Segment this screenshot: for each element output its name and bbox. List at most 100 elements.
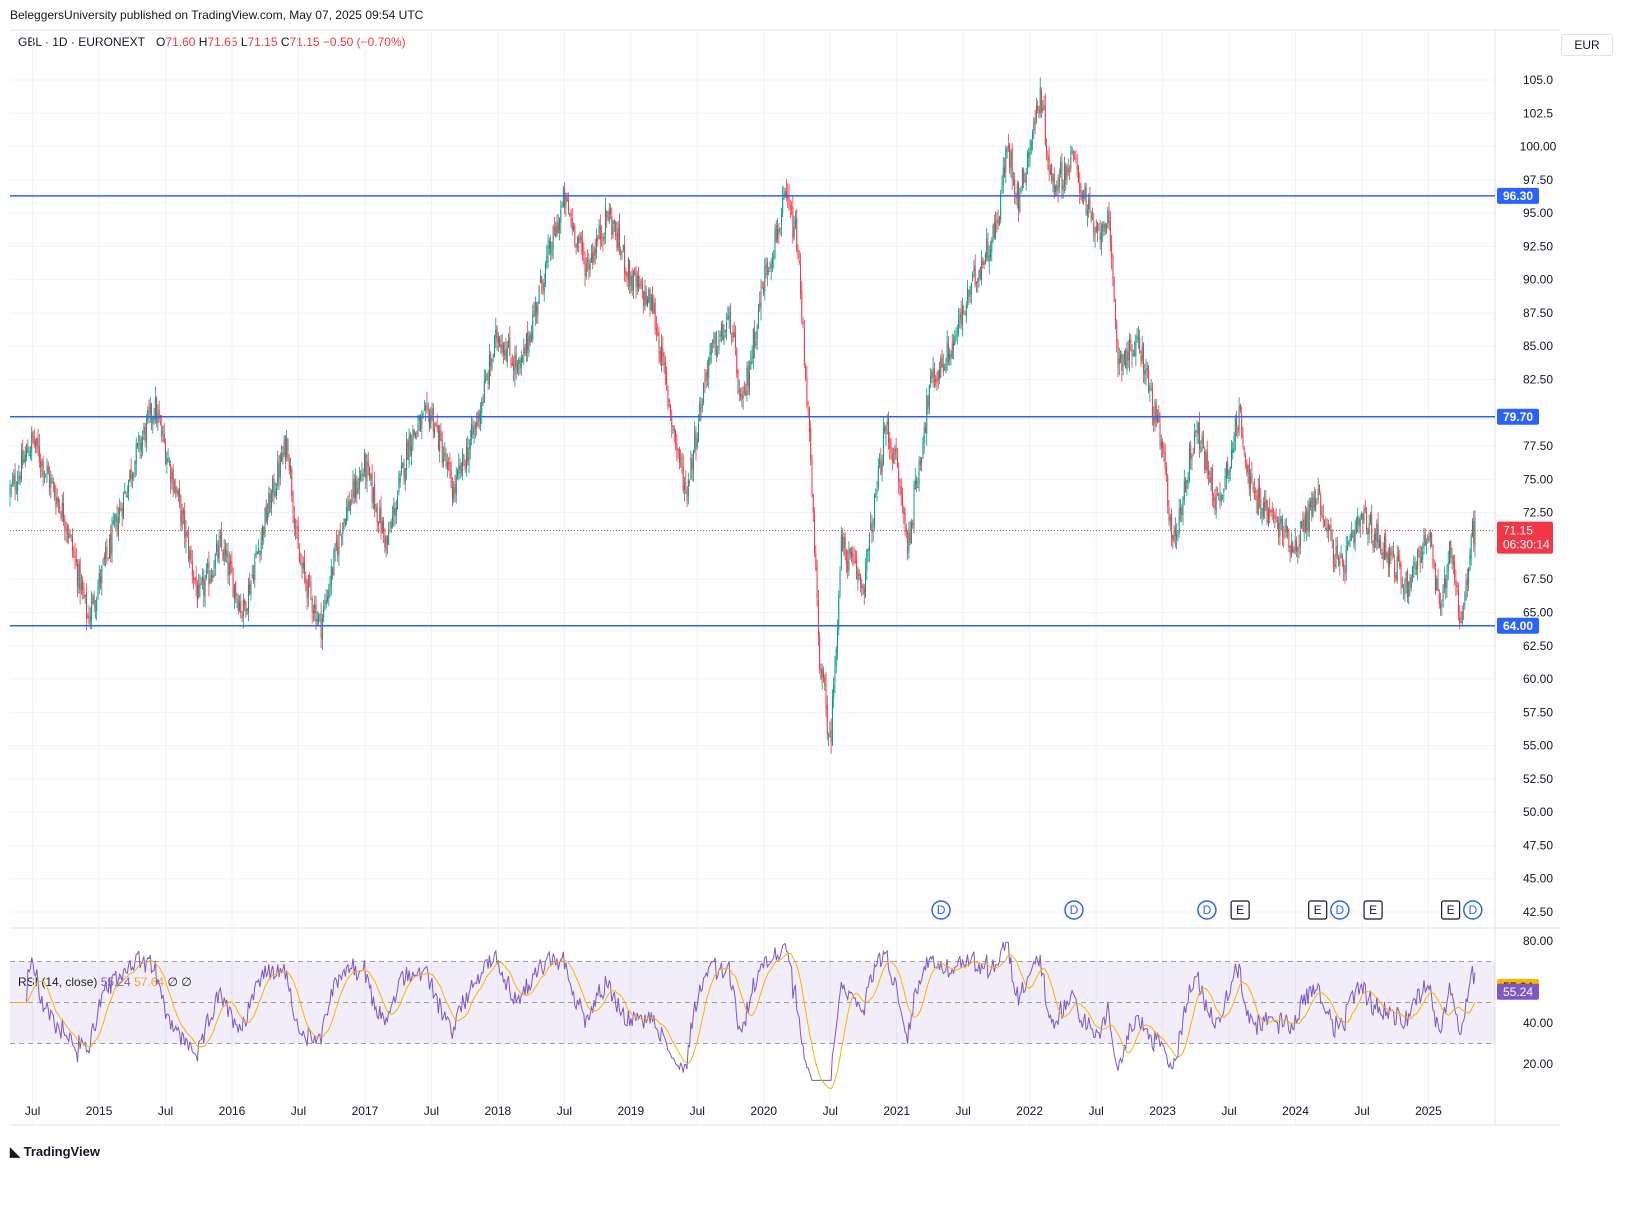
candle-body <box>222 550 224 560</box>
candle-body <box>1461 611 1463 624</box>
candle-body <box>40 461 42 468</box>
y-tick-label: 102.5 <box>1523 106 1553 120</box>
candle-body <box>23 458 25 463</box>
candle-body <box>250 580 252 594</box>
candle-body <box>1214 497 1216 509</box>
candle-body <box>1427 536 1429 541</box>
candle-body <box>388 529 390 545</box>
candle-body <box>1312 493 1314 518</box>
candle-body <box>139 439 141 451</box>
candle-body <box>1037 106 1039 111</box>
x-tick-label: Jul <box>25 1104 40 1118</box>
candle-body <box>221 532 223 547</box>
candle-body <box>305 576 307 584</box>
candle-body <box>420 415 422 432</box>
candle-body <box>84 594 86 597</box>
candle-body <box>402 462 404 468</box>
candle-body <box>574 225 576 244</box>
candle-body <box>190 550 192 560</box>
candle-body <box>515 353 517 369</box>
candle-body <box>1028 151 1030 158</box>
candle-body <box>54 485 56 497</box>
candle-body <box>1114 304 1116 322</box>
candle-body <box>903 507 905 516</box>
level-label-79.70: 79.70 <box>1503 410 1533 424</box>
candle-body <box>1278 522 1280 538</box>
candle-body <box>1227 461 1229 477</box>
candle-body <box>1469 555 1471 571</box>
candle-body <box>488 355 490 385</box>
candle-body <box>759 302 761 307</box>
candle-body <box>522 357 524 362</box>
candle-body <box>1348 542 1350 545</box>
y-tick-label: 72.50 <box>1523 506 1553 520</box>
candle-body <box>414 432 416 437</box>
candle-body <box>905 528 907 533</box>
candle-body <box>249 583 251 595</box>
candle-body <box>1181 507 1183 516</box>
candle-body <box>436 425 438 429</box>
candle-body <box>922 443 924 459</box>
candle-body <box>462 452 464 472</box>
currency-button[interactable]: EUR <box>1561 34 1613 56</box>
candle-body <box>1234 419 1236 442</box>
candle-body <box>352 481 354 499</box>
candle-body <box>849 547 851 554</box>
candle-body <box>887 417 889 443</box>
candle-body <box>764 266 766 292</box>
candle-body <box>1140 356 1142 362</box>
candle-body <box>157 413 159 423</box>
candle-body <box>1117 342 1119 369</box>
candle-body <box>341 536 343 537</box>
candle-body <box>653 303 655 314</box>
candle-body <box>1228 471 1230 479</box>
candle-body <box>45 473 47 475</box>
tradingview-logo[interactable]: ◣ TradingView <box>10 1144 100 1160</box>
candle-body <box>372 487 374 504</box>
candle-body <box>393 507 395 516</box>
candle-body <box>752 328 754 359</box>
candle-body <box>926 395 928 435</box>
candle-body <box>981 261 983 280</box>
candle-body <box>881 462 883 473</box>
candle-body <box>1089 197 1091 211</box>
candle-body <box>808 407 810 432</box>
candle-body <box>57 498 59 503</box>
candle-body <box>432 408 434 432</box>
dividend-event-label: D <box>1203 903 1212 917</box>
candle-body <box>210 575 212 579</box>
candle-body <box>648 289 650 303</box>
candle-body <box>374 483 376 509</box>
candle-body <box>761 287 763 289</box>
candle-body <box>843 537 845 548</box>
candle-body <box>982 257 984 265</box>
candle-body <box>408 436 410 464</box>
candle-body <box>450 469 452 488</box>
candle-body <box>1280 516 1282 523</box>
candle-body <box>654 302 656 330</box>
candle-body <box>199 582 201 588</box>
candle-body <box>375 504 377 512</box>
candle-body <box>1380 541 1382 552</box>
candle-body <box>260 538 262 555</box>
candle-body <box>731 335 733 338</box>
candle-body <box>583 253 585 255</box>
candle-body <box>1038 109 1040 116</box>
symbol-name[interactable]: GBL · 1D · EURONEXT <box>18 35 145 49</box>
x-tick-label: 2015 <box>86 1104 113 1118</box>
candle-body <box>1223 489 1225 493</box>
candle-body <box>230 560 232 564</box>
candle-body <box>664 362 666 374</box>
candle-body <box>974 265 976 285</box>
candle-body <box>1391 554 1393 556</box>
candle-body <box>1318 485 1320 493</box>
candle-body <box>335 540 337 546</box>
candle-body <box>958 319 960 333</box>
candle-body <box>706 371 708 377</box>
candle-body <box>788 196 790 205</box>
candle-body <box>765 263 767 268</box>
x-tick-label: 2017 <box>352 1104 379 1118</box>
candle-body <box>747 365 749 386</box>
candle-body <box>339 530 341 533</box>
